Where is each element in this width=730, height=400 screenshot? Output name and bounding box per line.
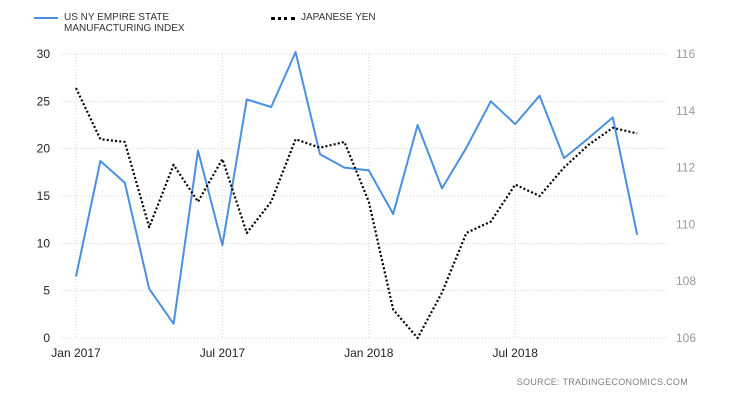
y-right-tick-label: 106 [676, 331, 696, 345]
y-left-tick-label: 10 [37, 236, 51, 250]
y-right-tick-label: 116 [676, 47, 695, 61]
legend-item-empire-state[interactable]: US NY EMPIRE STATE MANUFACTURING INDEX [34, 12, 249, 34]
legend-swatch-dotted [271, 17, 295, 20]
y-left-tick-label: 30 [37, 47, 51, 61]
chart-legend: US NY EMPIRE STATE MANUFACTURING INDEX J… [34, 12, 376, 34]
x-tick-label: Jan 2018 [344, 346, 394, 360]
source-label: SOURCE: TRADINGECONOMICS.COM [516, 377, 688, 387]
y-right-tick-label: 110 [676, 217, 695, 231]
y-left-tick-label: 25 [37, 94, 51, 108]
legend-label-empire-state: US NY EMPIRE STATE MANUFACTURING INDEX [64, 12, 185, 34]
y-left-tick-label: 15 [37, 189, 51, 203]
y-right-tick-label: 114 [676, 104, 695, 118]
legend-label-japanese-yen: JAPANESE YEN [301, 12, 376, 23]
y-left-tick-label: 5 [43, 284, 50, 298]
series-line-empire-state [75, 51, 639, 325]
y-right-tick-label: 108 [676, 274, 696, 288]
x-tick-label: Jul 2018 [493, 346, 539, 360]
series-line-japanese-yen [75, 87, 638, 340]
y-left-tick-label: 0 [43, 331, 50, 345]
y-left-tick-label: 20 [37, 142, 51, 156]
x-tick-label: Jul 2017 [200, 346, 246, 360]
y-right-tick-label: 112 [676, 161, 695, 175]
legend-item-japanese-yen[interactable]: JAPANESE YEN [271, 12, 376, 34]
x-tick-label: Jan 2017 [51, 346, 101, 360]
legend-swatch-solid [34, 17, 58, 19]
